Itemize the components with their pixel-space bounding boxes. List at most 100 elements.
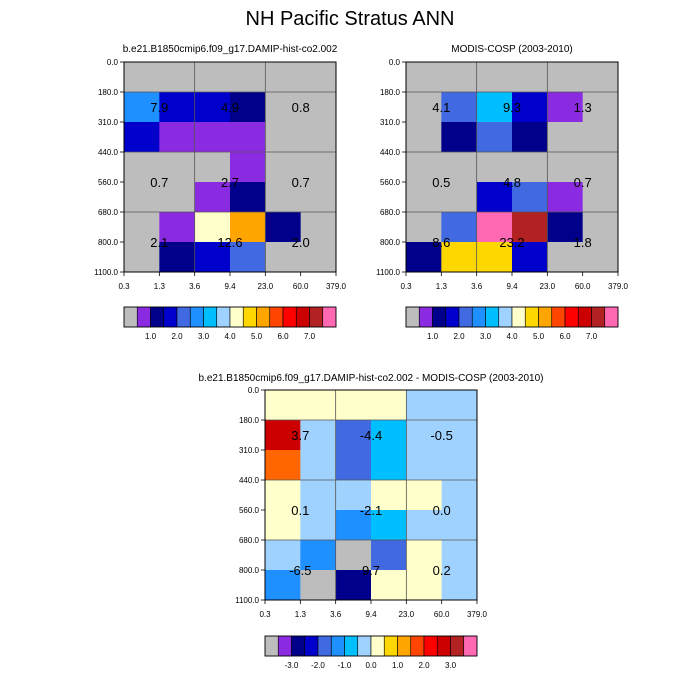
heatmap-cell: [406, 122, 442, 153]
heatmap-cell: [441, 480, 478, 511]
y-tick-label: 0.0: [248, 386, 260, 395]
x-tick-label: 3.6: [189, 282, 201, 291]
colorbar-swatch: [277, 635, 292, 657]
heatmap-cell: [265, 182, 302, 213]
y-tick-label: 180.0: [98, 88, 119, 97]
heatmap-cell: [194, 92, 231, 123]
heatmap-cell: [194, 242, 231, 273]
colorbar-swatch: [410, 635, 425, 657]
heatmap-cell: [265, 510, 301, 541]
heatmap-cell: [406, 182, 442, 213]
colorbar-swatch: [604, 306, 619, 328]
y-tick-label: 440.0: [239, 476, 260, 485]
colorbar-tick-label: 4.0: [506, 332, 518, 341]
heatmap-cell: [265, 570, 301, 601]
panel-title: b.e21.B1850cmip6.f09_g17.DAMIP-hist-co2.…: [123, 44, 338, 55]
chart-panel-3: b.e21.B1850cmip6.f09_g17.DAMIP-hist-co2.…: [199, 373, 544, 670]
colorbar-tick-label: 6.0: [277, 332, 289, 341]
heatmap-cell: [441, 450, 478, 481]
heatmap-cell: [159, 182, 196, 213]
heatmap-cell: [406, 152, 442, 183]
x-tick-label: 0.3: [259, 610, 271, 619]
heatmap-cell: [300, 242, 337, 273]
heatmap-cell: [335, 390, 372, 421]
colorbar-tick-label: -1.0: [338, 661, 352, 670]
heatmap-cell: [547, 152, 584, 183]
colorbar-swatch: [432, 306, 447, 328]
cell-value-label: 4.8: [503, 175, 521, 190]
heatmap-cell: [194, 62, 231, 93]
colorbar-swatch: [450, 635, 465, 657]
heatmap-cell: [406, 242, 442, 273]
y-tick-label: 310.0: [380, 118, 401, 127]
heatmap-cell: [300, 122, 337, 153]
heatmap-cell: [159, 62, 196, 93]
heatmap-cell: [335, 510, 372, 541]
x-tick-label: 1.3: [436, 282, 448, 291]
heatmap-cell: [371, 510, 407, 541]
colorbar-swatch: [264, 635, 279, 657]
heatmap-cell: [230, 212, 266, 243]
heatmap-cell: [265, 62, 302, 93]
colorbar-swatch: [203, 306, 218, 328]
heatmap-cell: [194, 152, 231, 183]
colorbar-swatch: [322, 306, 337, 328]
heatmap-cell: [335, 570, 372, 601]
heatmap-cell: [512, 122, 548, 153]
heatmap-cell: [476, 92, 513, 123]
x-tick-label: 23.0: [540, 282, 556, 291]
x-tick-label: 23.0: [399, 610, 415, 619]
cell-value-label: 0.0: [433, 503, 451, 518]
y-tick-label: 440.0: [380, 148, 401, 157]
y-tick-label: 800.0: [380, 238, 401, 247]
heatmap-cell: [265, 122, 302, 153]
heatmap-cell: [371, 570, 407, 601]
heatmap-cell: [371, 390, 407, 421]
colorbar-swatch: [330, 635, 345, 657]
heatmap-cell: [441, 92, 478, 123]
heatmap-cell: [265, 92, 302, 123]
y-tick-label: 1100.0: [235, 596, 259, 605]
x-tick-label: 3.6: [471, 282, 483, 291]
panel-title: MODIS-COSP (2003-2010): [451, 44, 573, 55]
cell-value-label: 4.9: [221, 100, 239, 115]
y-tick-label: 680.0: [239, 536, 260, 545]
heatmap-cell: [547, 92, 584, 123]
heatmap-cell: [265, 420, 301, 451]
colorbar-swatch: [370, 635, 385, 657]
heatmap-cell: [124, 212, 160, 243]
heatmap-cell: [335, 450, 372, 481]
colorbar-swatch: [136, 306, 151, 328]
heatmap-cell: [582, 182, 619, 213]
x-tick-label: 0.3: [400, 282, 412, 291]
heatmap-cell: [335, 480, 372, 511]
cell-value-label: 0.7: [150, 175, 168, 190]
cell-value-label: 9.3: [503, 100, 521, 115]
colorbar-tick-label: 7.0: [304, 332, 316, 341]
colorbar-frame: [123, 306, 337, 328]
heatmap-cell: [441, 420, 478, 451]
chart-panel-1: b.e21.B1850cmip6.f09_g17.DAMIP-hist-co2.…: [94, 44, 346, 341]
heatmap-cell: [124, 242, 160, 273]
heatmap-cell: [406, 92, 442, 123]
colorbar-swatch: [463, 635, 478, 657]
x-tick-label: 379.0: [608, 282, 629, 291]
heatmap-cell: [582, 92, 619, 123]
heatmap-cell: [441, 152, 478, 183]
heatmap-cell: [582, 62, 619, 93]
cell-value-label: -4.4: [360, 428, 382, 443]
heatmap-cell: [300, 212, 337, 243]
heatmap-cell: [512, 242, 548, 273]
heatmap-cell: [124, 152, 160, 183]
heatmap-cell: [265, 450, 301, 481]
heatmap-cell: [582, 242, 619, 273]
y-tick-label: 440.0: [98, 148, 119, 157]
colorbar-tick-label: 2.0: [453, 332, 465, 341]
heatmap-cell: [194, 182, 231, 213]
y-tick-label: 560.0: [380, 178, 401, 187]
colorbar-tick-label: 6.0: [559, 332, 571, 341]
heatmap-cell: [582, 152, 619, 183]
x-tick-label: 0.3: [118, 282, 130, 291]
heatmap-cell: [265, 152, 302, 183]
